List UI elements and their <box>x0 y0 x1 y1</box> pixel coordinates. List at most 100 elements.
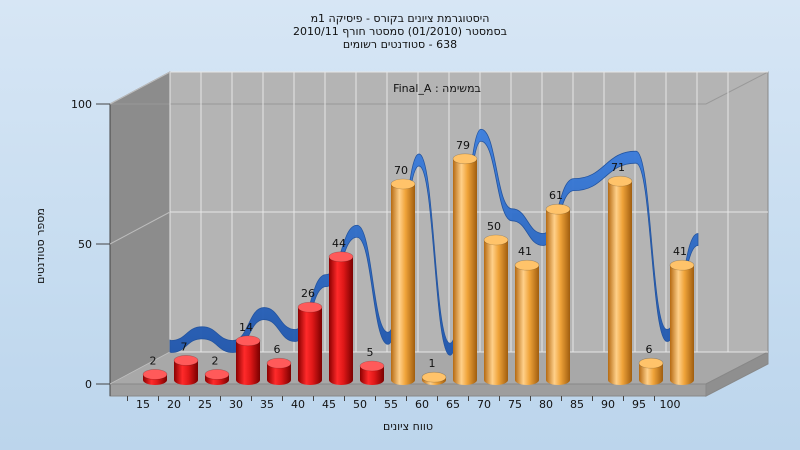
chart-title-line-2: בסמסטר (01/2010) סמסטר חורף 2010/11 <box>293 25 507 38</box>
x-tick-label: 20 <box>167 398 181 411</box>
grid-line-side <box>109 71 171 105</box>
bar <box>235 335 261 385</box>
x-tick-labels: 15 20 25 30 35 40 45 50 55 60 65 70 75 80 85 90 95 100 <box>127 396 681 411</box>
x-tick-label: 15 <box>136 398 150 411</box>
bar-cap <box>483 234 509 246</box>
x-tick-label: 80 <box>539 398 553 411</box>
bar-value-label: 5 <box>367 346 374 359</box>
bar-value-label: 50 <box>487 220 501 233</box>
y-tick-labels: 0 50 100 <box>71 98 110 391</box>
chart-title-line-1: היסטוגרמת ציונים בקורס - פיסיקה 1מ <box>311 12 490 25</box>
bar-cap <box>421 371 447 383</box>
y-tick-label: 100 <box>71 98 92 111</box>
bar-body <box>670 265 694 385</box>
bar-cap <box>297 301 323 313</box>
bar-value-label: 44 <box>332 237 346 250</box>
floor-side <box>705 351 769 397</box>
x-tick-label: 40 <box>291 398 305 411</box>
y-axis-title: מספר סטודנטים <box>34 208 47 284</box>
x-tick-label: 100 <box>660 398 681 411</box>
bar-value-label: 70 <box>394 164 408 177</box>
bar <box>390 178 416 385</box>
x-tick-label: 95 <box>632 398 646 411</box>
bar-body <box>608 181 632 385</box>
bar <box>266 357 292 385</box>
bar <box>638 357 664 385</box>
x-tick-label: 25 <box>198 398 212 411</box>
bar-value-label: 6 <box>646 343 653 356</box>
bar-body <box>298 307 322 385</box>
bar <box>545 203 571 385</box>
chart-title-line-3: 638 - סטודנטים רשומים <box>343 38 457 51</box>
trend-ribbon <box>169 128 699 356</box>
bar-value-label: 41 <box>673 245 687 258</box>
bar-cap <box>607 175 633 187</box>
bar-cap <box>204 369 230 380</box>
gridlines <box>109 71 768 385</box>
bar-value-label: 7 <box>181 340 188 353</box>
bar <box>328 251 354 385</box>
bar <box>607 175 633 385</box>
bar-body <box>391 184 415 385</box>
grid-line-side <box>109 351 171 385</box>
x-tick-label: 65 <box>446 398 460 411</box>
bar-cap <box>545 203 571 215</box>
bars <box>142 153 695 385</box>
bar <box>421 371 447 385</box>
bar-cap <box>328 251 354 263</box>
bar-body <box>453 158 477 385</box>
y-tick-label: 0 <box>85 378 92 391</box>
x-tick-label: 75 <box>508 398 522 411</box>
bar-cap <box>514 259 540 271</box>
bar-value-label: 79 <box>456 139 470 152</box>
bar-body <box>236 340 260 385</box>
bar <box>483 234 509 385</box>
bar-value-label: 2 <box>212 354 219 367</box>
bar-cap <box>669 259 695 271</box>
x-tick-label: 50 <box>353 398 367 411</box>
bar-body <box>484 240 508 385</box>
x-tick-label: 45 <box>322 398 336 411</box>
x-axis-title: טווח ציונים <box>383 420 433 433</box>
x-tick-label: 90 <box>601 398 615 411</box>
x-tick-label: 85 <box>570 398 584 411</box>
bar-body <box>515 265 539 385</box>
bar-cap <box>452 153 478 165</box>
task-annotation: Final_A : במשימה <box>393 82 481 95</box>
bar <box>173 355 199 385</box>
bar-value-label: 6 <box>274 343 281 356</box>
bar <box>204 369 230 385</box>
bar <box>669 259 695 385</box>
bar-value-label: 71 <box>611 161 625 174</box>
bar-cap <box>266 357 292 369</box>
bar-cap <box>173 355 199 366</box>
bar-cap <box>142 369 168 380</box>
bar-body <box>546 209 570 385</box>
bar-value-label: 1 <box>429 357 436 370</box>
x-tick-label: 30 <box>229 398 243 411</box>
x-tick-label: 55 <box>384 398 398 411</box>
bar-cap <box>359 360 385 372</box>
bar-value-label: 14 <box>239 321 253 334</box>
bar-value-label: 2 <box>150 354 157 367</box>
bar-body <box>329 256 353 385</box>
bar <box>359 360 385 385</box>
bar-cap <box>638 357 664 369</box>
bar <box>514 259 540 385</box>
bar-body <box>360 366 384 385</box>
ribbon-band <box>169 128 699 356</box>
bar <box>142 369 168 385</box>
y-tick-label: 50 <box>78 238 92 251</box>
bar-cap <box>235 335 261 347</box>
bar <box>452 153 478 385</box>
data-labels: 2 7 2 14 6 26 44 5 70 1 79 50 41 61 71 6 41 <box>150 139 688 370</box>
bar <box>297 301 323 385</box>
floor-edge <box>109 383 707 397</box>
x-tick-label: 60 <box>415 398 429 411</box>
bar-body <box>174 360 198 385</box>
bar-value-label: 26 <box>301 287 315 300</box>
bar-value-label: 61 <box>549 189 563 202</box>
bar-value-label: 41 <box>518 245 532 258</box>
bar-cap <box>390 178 416 190</box>
